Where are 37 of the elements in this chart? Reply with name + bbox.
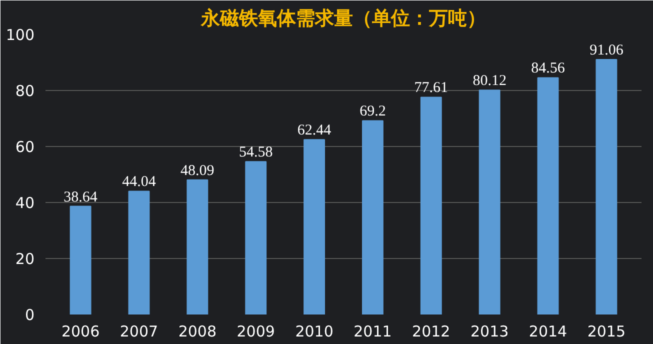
y-tick-label: 40 [15, 194, 35, 212]
data-label: 54.58 [238, 144, 273, 161]
bar [304, 139, 326, 314]
x-tick-label: 2009 [236, 322, 275, 340]
y-tick-label: 60 [15, 138, 35, 156]
x-tick-label: 2015 [587, 322, 626, 340]
data-label: 48.09 [180, 162, 214, 179]
bar [70, 206, 92, 314]
bar [537, 77, 559, 314]
data-label: 44.04 [122, 174, 156, 190]
y-tick-label: 100 [6, 26, 35, 44]
bar [245, 161, 267, 314]
y-tick-label: 20 [15, 250, 35, 268]
x-tick-label: 2006 [61, 322, 100, 340]
data-label: 80.12 [472, 73, 506, 90]
data-label: 91.06 [590, 42, 624, 59]
y-tick-label: 0 [24, 306, 35, 324]
bar [362, 120, 384, 314]
x-tick-label: 2011 [354, 322, 392, 340]
x-tick-label: 2013 [470, 322, 509, 340]
x-tick-label: 2010 [295, 322, 334, 340]
data-label: 62.44 [297, 122, 332, 139]
data-label: 77.61 [414, 80, 448, 96]
chart-title: 永磁铁氧体需求量（单位：万吨） [200, 8, 486, 30]
bar [478, 90, 500, 314]
x-tick-label: 2008 [178, 322, 217, 340]
bar [420, 96, 442, 314]
bar [128, 190, 150, 314]
data-label: 84.56 [531, 60, 566, 77]
x-tick-label: 2012 [412, 322, 450, 340]
x-tick-label: 2014 [528, 322, 568, 340]
data-label: 69.2 [360, 104, 386, 120]
x-tick-label: 2007 [120, 322, 158, 340]
bar [596, 59, 618, 314]
data-label: 38.64 [64, 189, 98, 206]
bar [186, 179, 208, 314]
y-tick-label: 80 [15, 82, 35, 100]
